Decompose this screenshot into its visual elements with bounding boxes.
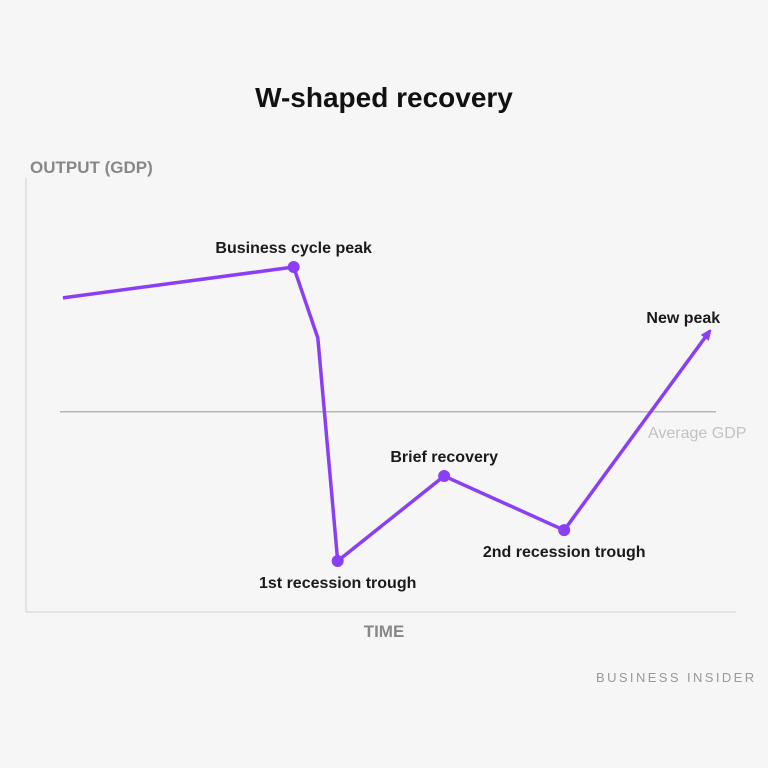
data-point (331, 554, 344, 567)
source-logo: BUSINESS INSIDER (596, 670, 757, 685)
data-point (438, 470, 451, 483)
annotation-label: 1st recession trough (259, 575, 416, 592)
annotation-label: Business cycle peak (215, 240, 372, 257)
data-point (287, 261, 300, 274)
average-gdp-label: Average GDP (648, 425, 746, 442)
annotation-label: New peak (646, 310, 720, 327)
chart-title: W-shaped recovery (255, 82, 513, 113)
annotation-label: Brief recovery (390, 449, 498, 466)
data-point (558, 524, 571, 537)
x-axis-label: TIME (363, 622, 405, 641)
series-line (62, 265, 708, 563)
annotation-label: 2nd recession trough (483, 544, 646, 561)
y-axis-label: OUTPUT (GDP) (30, 158, 153, 177)
